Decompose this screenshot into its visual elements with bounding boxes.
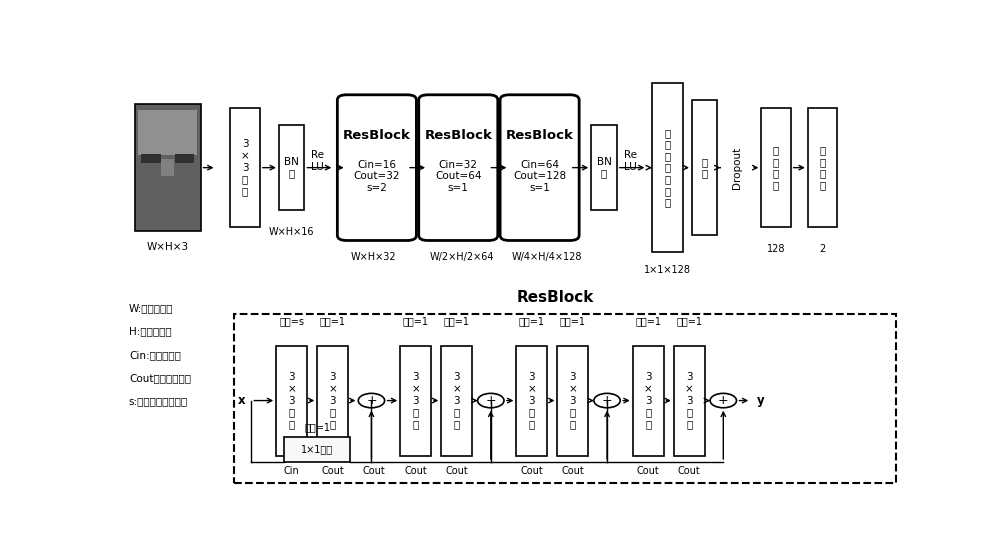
FancyBboxPatch shape — [674, 345, 705, 455]
FancyBboxPatch shape — [234, 314, 896, 483]
Text: Cout: Cout — [637, 466, 660, 476]
Text: 3
×
3
卷
积: 3 × 3 卷 积 — [685, 372, 694, 429]
FancyBboxPatch shape — [557, 345, 588, 455]
Text: W×H×32: W×H×32 — [350, 252, 396, 262]
Text: Cout：输出通道数: Cout：输出通道数 — [129, 373, 191, 383]
Text: W×H×3: W×H×3 — [147, 242, 189, 252]
Bar — [141, 154, 161, 163]
Text: W/4×H/4×128: W/4×H/4×128 — [512, 252, 583, 262]
FancyBboxPatch shape — [441, 345, 472, 455]
Text: Cout: Cout — [321, 466, 344, 476]
Text: 步长=1: 步长=1 — [635, 316, 661, 327]
Text: Cin:输入通道数: Cin:输入通道数 — [129, 350, 181, 360]
Text: 步长=1: 步长=1 — [519, 316, 545, 327]
FancyBboxPatch shape — [317, 345, 348, 455]
Text: BN
层: BN 层 — [597, 157, 611, 178]
FancyBboxPatch shape — [692, 100, 717, 235]
Text: 3
×
3
卷
积: 3 × 3 卷 积 — [452, 372, 461, 429]
Bar — [161, 159, 174, 176]
Text: BN
层: BN 层 — [284, 157, 299, 178]
Text: W:输入图像宽: W:输入图像宽 — [129, 303, 173, 313]
Text: s:第一个卷积层步长: s:第一个卷积层步长 — [129, 397, 188, 406]
Text: x: x — [238, 394, 246, 407]
FancyBboxPatch shape — [284, 437, 350, 462]
Text: 展
平: 展 平 — [702, 157, 708, 178]
Text: Re
LU: Re LU — [624, 151, 637, 172]
Text: 步长=1: 步长=1 — [320, 316, 346, 327]
Text: 步长=1: 步长=1 — [560, 316, 586, 327]
Text: Cout: Cout — [678, 466, 701, 476]
Text: Cin=64
Cout=128
s=1: Cin=64 Cout=128 s=1 — [513, 160, 566, 192]
Text: Cout: Cout — [404, 466, 427, 476]
FancyBboxPatch shape — [633, 345, 664, 455]
FancyBboxPatch shape — [419, 95, 498, 240]
Text: Cout: Cout — [362, 466, 385, 476]
Text: 3
×
3
卷
积: 3 × 3 卷 积 — [528, 372, 536, 429]
Text: Cin: Cin — [284, 466, 300, 476]
FancyBboxPatch shape — [516, 345, 547, 455]
Text: 分
类
向
量: 分 类 向 量 — [819, 145, 826, 190]
Text: ResBlock: ResBlock — [424, 129, 492, 142]
Text: ResBlock: ResBlock — [506, 129, 574, 142]
Text: 1×1×128: 1×1×128 — [644, 265, 691, 275]
FancyBboxPatch shape — [337, 95, 416, 240]
FancyBboxPatch shape — [276, 345, 307, 455]
Text: H:输出图像高: H:输出图像高 — [129, 327, 172, 337]
Text: +: + — [366, 394, 377, 407]
Text: Dropout: Dropout — [732, 146, 742, 189]
Text: ResBlock: ResBlock — [343, 129, 411, 142]
Text: 3
×
3
卷
积: 3 × 3 卷 积 — [328, 372, 337, 429]
Text: +: + — [718, 394, 729, 407]
Text: +: + — [602, 394, 612, 407]
Text: 128: 128 — [767, 244, 785, 254]
Text: 3
×
3
卷
积: 3 × 3 卷 积 — [241, 140, 250, 196]
FancyBboxPatch shape — [500, 95, 579, 240]
Bar — [138, 111, 197, 155]
FancyBboxPatch shape — [761, 108, 791, 227]
Text: 步长=1: 步长=1 — [403, 316, 429, 327]
Text: 3
×
3
卷
积: 3 × 3 卷 积 — [569, 372, 577, 429]
Text: 全
连
接
层: 全 连 接 层 — [773, 145, 779, 190]
FancyBboxPatch shape — [279, 125, 304, 210]
FancyBboxPatch shape — [400, 345, 431, 455]
Bar — [135, 104, 201, 231]
Text: 步长=1: 步长=1 — [304, 422, 330, 432]
Text: W×H×16: W×H×16 — [269, 227, 314, 237]
Text: 2: 2 — [819, 244, 826, 254]
Text: Cout: Cout — [445, 466, 468, 476]
Text: 全
局
平
均
池
化
层: 全 局 平 均 池 化 层 — [664, 128, 671, 207]
Text: Cin=16
Cout=32
s=2: Cin=16 Cout=32 s=2 — [354, 160, 400, 192]
Text: 3
×
3
卷
积: 3 × 3 卷 积 — [411, 372, 420, 429]
Text: ResBlock: ResBlock — [516, 290, 594, 305]
Text: 3
×
3
卷
积: 3 × 3 卷 积 — [644, 372, 652, 429]
Text: y: y — [757, 394, 765, 407]
FancyBboxPatch shape — [230, 108, 260, 227]
Bar — [175, 154, 194, 163]
Text: 1×1卷积: 1×1卷积 — [301, 444, 333, 454]
Text: +: + — [485, 394, 496, 407]
FancyBboxPatch shape — [808, 108, 837, 227]
Text: Re
LU: Re LU — [311, 151, 324, 172]
Text: Cout: Cout — [562, 466, 584, 476]
FancyBboxPatch shape — [652, 83, 683, 252]
Text: 步长=1: 步长=1 — [444, 316, 470, 327]
Text: 3
×
3
卷
积: 3 × 3 卷 积 — [287, 372, 296, 429]
FancyBboxPatch shape — [591, 125, 617, 210]
Text: Cin=32
Cout=64
s=1: Cin=32 Cout=64 s=1 — [435, 160, 482, 192]
Text: W/2×H/2×64: W/2×H/2×64 — [430, 252, 494, 262]
Text: Cout: Cout — [520, 466, 543, 476]
Text: 步长=s: 步长=s — [279, 316, 304, 327]
Text: 步长=1: 步长=1 — [676, 316, 702, 327]
